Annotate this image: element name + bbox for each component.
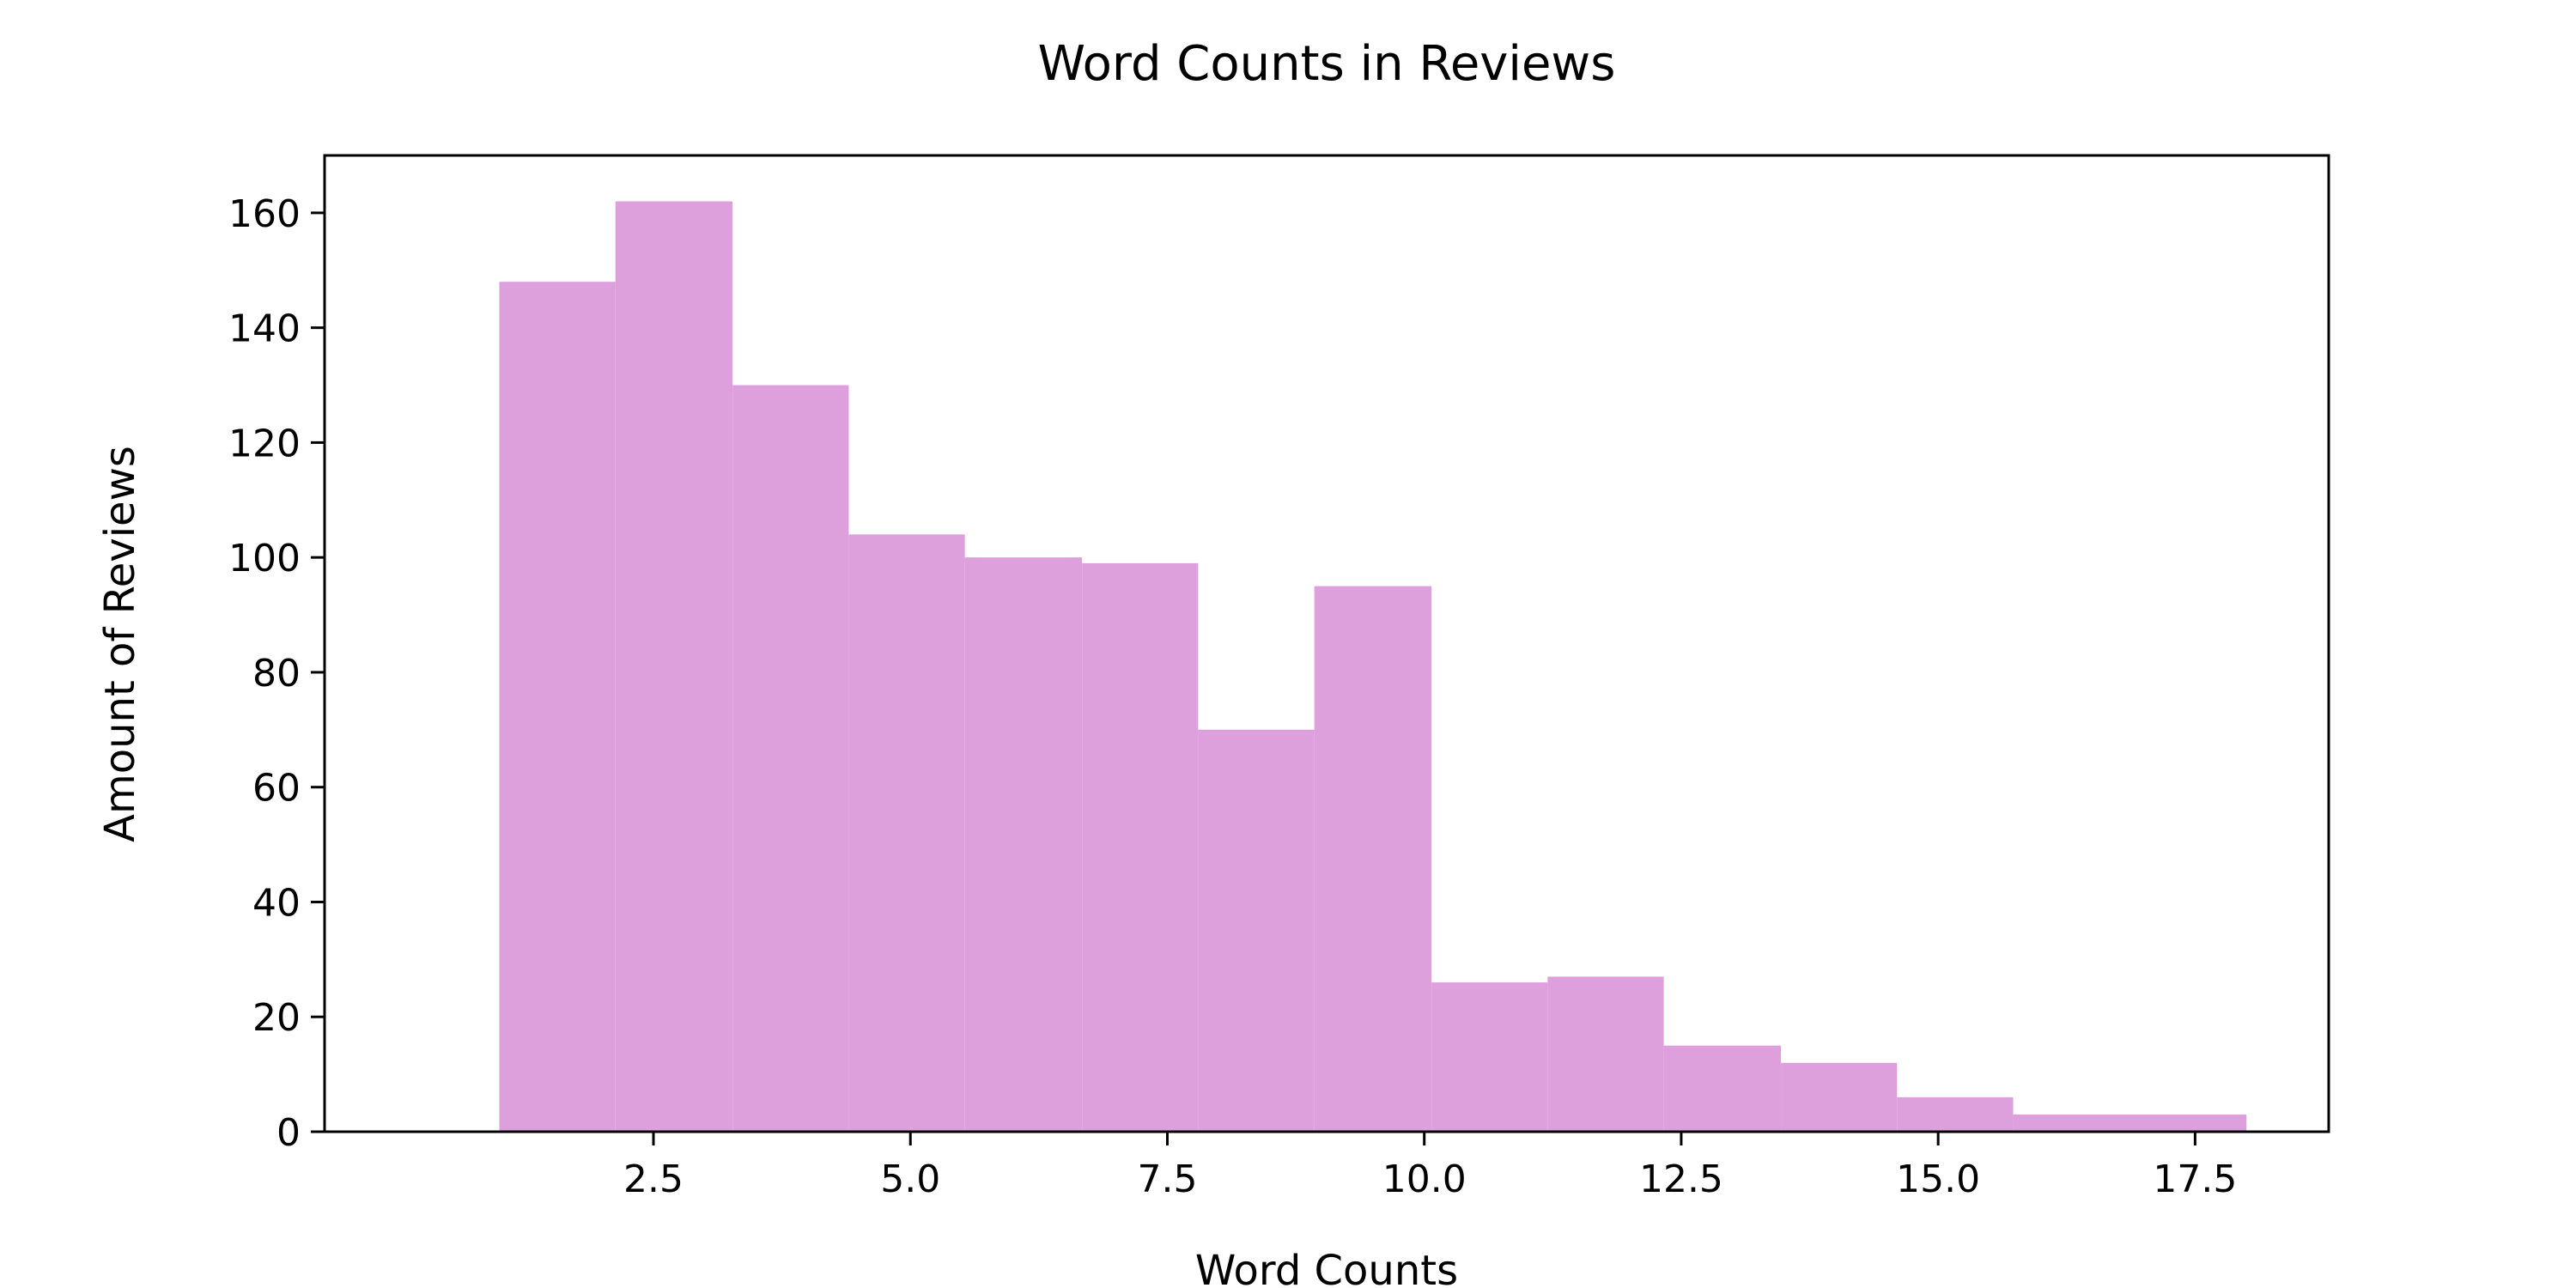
x-axis-label: Word Counts — [1195, 1247, 1458, 1288]
plot-frame — [323, 154, 2330, 1133]
histogram-bar — [1198, 729, 1315, 1132]
histogram-bar — [1082, 562, 1199, 1132]
y-tick-label: 60 — [252, 767, 301, 811]
histogram-bar — [964, 557, 1083, 1132]
y-axis-ticks: 0 20 40 60 80 100 120 140 160 — [228, 192, 325, 1155]
y-tick-label: 160 — [228, 192, 301, 236]
histogram-bar — [2129, 1114, 2247, 1132]
y-tick-label: 120 — [228, 422, 301, 465]
x-tick-label: 7.5 — [1137, 1157, 1197, 1201]
histogram-bar — [1314, 586, 1432, 1132]
y-tick-label: 100 — [228, 537, 301, 580]
x-tick-label: 17.5 — [2153, 1157, 2237, 1201]
x-tick-label: 12.5 — [1639, 1157, 1723, 1201]
y-axis-label: Amount of Reviews — [96, 446, 144, 842]
histogram-bar — [848, 534, 965, 1132]
y-tick-label: 140 — [228, 307, 301, 351]
chart-title: Word Counts in Reviews — [1038, 36, 1616, 92]
histogram-bar — [1897, 1097, 2014, 1132]
y-tick-label: 80 — [252, 652, 301, 696]
bars-layer — [499, 201, 2247, 1133]
x-tick-label: 2.5 — [623, 1157, 683, 1201]
x-tick-label: 5.0 — [880, 1157, 940, 1201]
histogram-bar — [1547, 976, 1664, 1132]
histogram-bar — [615, 201, 733, 1133]
y-tick-label: 40 — [252, 881, 301, 925]
histogram-bar — [1781, 1062, 1898, 1132]
y-tick-label: 0 — [276, 1111, 301, 1155]
histogram-bar — [1431, 982, 1548, 1132]
x-tick-label: 15.0 — [1896, 1157, 1980, 1201]
y-tick-label: 20 — [252, 996, 301, 1040]
x-tick-label: 10.0 — [1382, 1157, 1467, 1201]
histogram-bar — [2013, 1114, 2130, 1132]
histogram-bar — [499, 282, 616, 1132]
histogram-bar — [1663, 1045, 1782, 1132]
x-axis-ticks: 2.5 5.0 7.5 10.0 12.5 15.0 17.5 — [623, 1132, 2237, 1201]
histogram-bar — [732, 385, 849, 1132]
